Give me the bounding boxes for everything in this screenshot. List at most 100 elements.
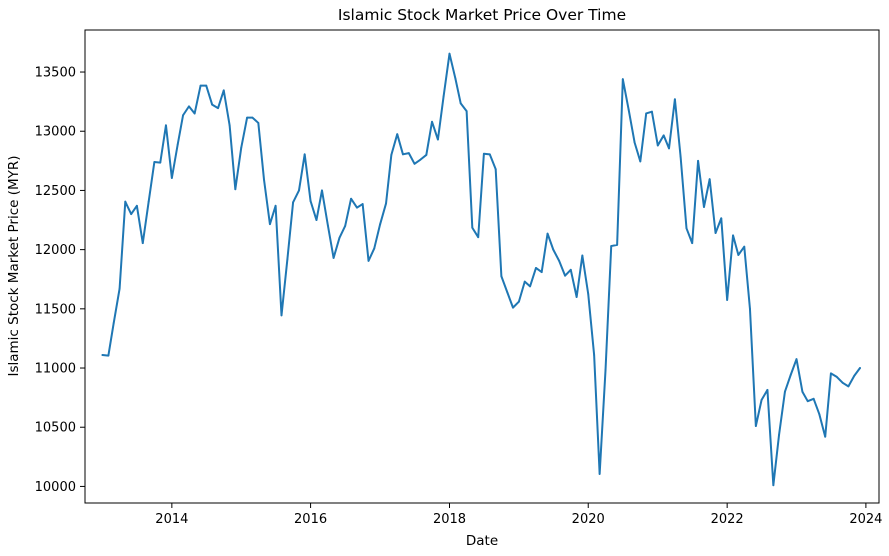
data-point — [581, 254, 584, 257]
x-axis-label: Date — [466, 533, 498, 549]
data-point — [396, 133, 399, 136]
data-point — [159, 161, 162, 164]
data-point — [193, 112, 196, 115]
x-tick-label: 2018 — [433, 512, 466, 527]
data-point — [465, 110, 468, 112]
data-point — [326, 224, 329, 227]
chart-title: Islamic Stock Market Price Over Time — [338, 6, 626, 24]
data-point — [419, 158, 422, 161]
data-point — [749, 307, 751, 310]
data-point — [402, 153, 404, 156]
series-points — [101, 52, 861, 487]
data-point — [645, 112, 648, 115]
data-point — [442, 95, 445, 98]
data-point — [500, 275, 503, 278]
data-point — [413, 162, 416, 165]
data-point — [766, 389, 769, 391]
data-point — [824, 435, 827, 438]
data-point — [569, 268, 572, 271]
data-point — [633, 141, 636, 144]
data-point — [188, 105, 190, 108]
plot-frame — [84, 29, 880, 504]
data-point — [298, 189, 300, 192]
y-tick-label: 13500 — [35, 66, 76, 81]
data-point — [535, 267, 537, 269]
x-tick-label: 2014 — [155, 512, 188, 527]
data-point — [309, 200, 312, 202]
data-point — [280, 314, 283, 317]
data-point — [604, 368, 607, 371]
data-point — [841, 381, 844, 384]
data-point — [390, 154, 393, 156]
data-point — [170, 177, 173, 179]
data-point — [454, 77, 457, 80]
data-point — [332, 257, 335, 259]
data-point — [182, 114, 184, 117]
data-point — [812, 397, 815, 400]
data-point — [662, 134, 665, 137]
data-point — [512, 306, 514, 309]
data-point — [743, 245, 746, 248]
data-point — [546, 232, 549, 235]
data-point — [627, 109, 630, 111]
data-point — [199, 84, 202, 87]
data-point — [517, 300, 520, 303]
data-point — [795, 358, 798, 361]
data-point — [385, 202, 387, 205]
data-point — [141, 242, 144, 245]
data-point — [344, 225, 347, 227]
data-point — [778, 434, 780, 436]
data-point — [211, 103, 214, 106]
data-point — [477, 236, 480, 239]
data-point — [847, 385, 850, 388]
data-point — [112, 322, 115, 324]
data-point — [217, 107, 219, 110]
data-point — [616, 243, 619, 246]
data-point — [593, 354, 596, 356]
data-point — [240, 146, 243, 149]
data-point — [789, 374, 792, 377]
data-point — [598, 473, 601, 475]
data-point — [801, 390, 804, 393]
data-point — [703, 206, 705, 208]
data-point — [274, 204, 277, 207]
data-point — [101, 354, 104, 356]
data-point — [818, 413, 821, 416]
data-point — [153, 161, 156, 163]
data-point — [726, 299, 729, 301]
data-point — [668, 147, 670, 150]
data-point — [754, 425, 757, 427]
x-tick-label: 2016 — [294, 512, 327, 527]
data-point — [118, 287, 121, 290]
data-point — [373, 247, 376, 250]
data-point — [575, 296, 578, 298]
data-point — [379, 223, 382, 226]
data-point — [714, 232, 717, 234]
data-point — [437, 138, 439, 141]
data-point — [529, 285, 531, 288]
data-point — [506, 291, 509, 294]
data-point — [483, 152, 485, 155]
data-point — [685, 227, 688, 230]
data-point — [165, 124, 167, 127]
data-point — [587, 293, 590, 295]
y-axis-ticks: 10000 10500 11000 11500 12000 12500 13000 13500 — [35, 66, 85, 495]
data-point — [523, 280, 526, 283]
data-point — [830, 372, 832, 375]
data-point — [431, 120, 433, 123]
data-point — [321, 189, 323, 192]
data-point — [425, 154, 428, 156]
data-point — [564, 274, 566, 277]
data-point — [679, 155, 682, 158]
data-point — [286, 258, 289, 260]
data-point — [350, 197, 352, 200]
data-point — [367, 259, 370, 262]
data-point — [459, 102, 462, 105]
data-point — [737, 254, 740, 256]
data-point — [656, 144, 659, 147]
data-point — [315, 219, 318, 221]
data-point — [708, 178, 711, 181]
y-tick-label: 12000 — [35, 243, 76, 258]
data-point — [488, 153, 491, 156]
data-point — [853, 374, 856, 377]
